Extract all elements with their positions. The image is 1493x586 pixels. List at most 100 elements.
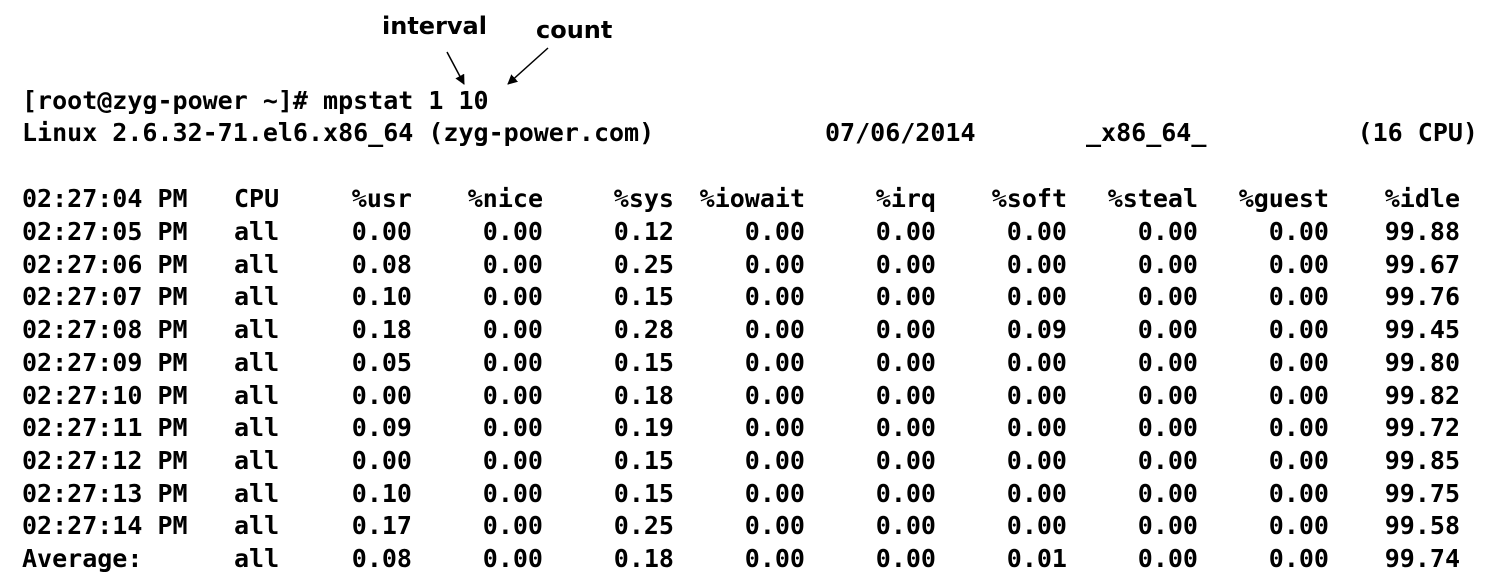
cell-irq: 0.00 [875,315,936,344]
header-usr: %usr [351,184,412,213]
cell-nice: 0.00 [482,446,543,475]
cell-soft: 0.00 [1006,446,1067,475]
cell-cpu: all [234,217,280,246]
cell-cpu: all [234,381,280,410]
date-info: 07/06/2014 [825,118,976,147]
cell-steal: 0.00 [1137,446,1198,475]
cell-steal: 0.00 [1137,413,1198,442]
cell-time: 02:27:10 PM [22,381,188,410]
cell-sys: 0.15 [613,348,674,377]
cell-idle: 99.75 [1384,479,1460,508]
cell-sys: 0.25 [613,511,674,540]
cell-sys: 0.18 [613,544,674,573]
cell-idle: 99.45 [1384,315,1460,344]
cell-usr: 0.10 [351,479,412,508]
cell-idle: 99.74 [1384,544,1460,573]
cell-time: 02:27:05 PM [22,217,188,246]
cell-cpu: all [234,282,280,311]
cell-guest: 0.00 [1268,315,1329,344]
shell-prompt: [root@zyg-power ~]# [22,86,324,115]
cell-iowait: 0.00 [744,217,805,246]
cpu-count-info: (16 CPU) [1357,118,1478,147]
cell-idle: 99.58 [1384,511,1460,540]
cell-cpu: all [234,315,280,344]
command-text: mpstat 1 10 [323,86,489,115]
cell-soft: 0.00 [1006,348,1067,377]
cell-sys: 0.25 [613,250,674,279]
cell-idle: 99.76 [1384,282,1460,311]
cell-soft: 0.01 [1006,544,1067,573]
cell-iowait: 0.00 [744,479,805,508]
cell-sys: 0.15 [613,479,674,508]
cell-nice: 0.00 [482,348,543,377]
header-sys: %sys [613,184,674,213]
cell-soft: 0.09 [1006,315,1067,344]
cell-steal: 0.00 [1137,511,1198,540]
cell-time: Average: [22,544,143,573]
cell-iowait: 0.00 [744,511,805,540]
cell-irq: 0.00 [875,511,936,540]
cell-idle: 99.67 [1384,250,1460,279]
cell-iowait: 0.00 [744,250,805,279]
cell-iowait: 0.00 [744,381,805,410]
header-iowait: %iowait [699,184,805,213]
cell-idle: 99.80 [1384,348,1460,377]
cell-usr: 0.18 [351,315,412,344]
cell-irq: 0.00 [875,413,936,442]
cell-usr: 0.10 [351,282,412,311]
cell-irq: 0.00 [875,381,936,410]
cell-sys: 0.12 [613,217,674,246]
cell-time: 02:27:12 PM [22,446,188,475]
cell-time: 02:27:09 PM [22,348,188,377]
cell-usr: 0.17 [351,511,412,540]
cell-irq: 0.00 [875,446,936,475]
cell-guest: 0.00 [1268,544,1329,573]
cell-iowait: 0.00 [744,446,805,475]
cell-steal: 0.00 [1137,479,1198,508]
cell-guest: 0.00 [1268,217,1329,246]
cell-guest: 0.00 [1268,413,1329,442]
cell-sys: 0.28 [613,315,674,344]
cell-soft: 0.00 [1006,381,1067,410]
cell-guest: 0.00 [1268,479,1329,508]
cell-guest: 0.00 [1268,381,1329,410]
header-steal: %steal [1107,184,1198,213]
cell-nice: 0.00 [482,479,543,508]
interval-annotation: interval [382,12,487,40]
cell-nice: 0.00 [482,315,543,344]
cell-iowait: 0.00 [744,544,805,573]
cell-steal: 0.00 [1137,544,1198,573]
cell-steal: 0.00 [1137,315,1198,344]
cell-soft: 0.00 [1006,282,1067,311]
cell-steal: 0.00 [1137,348,1198,377]
cell-nice: 0.00 [482,381,543,410]
interval-arrow-icon [446,51,465,85]
cell-usr: 0.08 [351,250,412,279]
cell-nice: 0.00 [482,413,543,442]
cell-nice: 0.00 [482,544,543,573]
cell-irq: 0.00 [875,217,936,246]
command-line: [root@zyg-power ~]# mpstat 1 10 [22,86,489,116]
cell-iowait: 0.00 [744,413,805,442]
count-annotation: count [536,16,613,44]
cell-cpu: all [234,413,280,442]
cell-soft: 0.00 [1006,250,1067,279]
cell-iowait: 0.00 [744,315,805,344]
cell-steal: 0.00 [1137,381,1198,410]
cell-cpu: all [234,544,280,573]
cell-guest: 0.00 [1268,511,1329,540]
cell-irq: 0.00 [875,544,936,573]
arch-info: _x86_64_ [1086,118,1207,147]
cell-time: 02:27:13 PM [22,479,188,508]
cell-steal: 0.00 [1137,282,1198,311]
count-arrow-icon [507,47,549,85]
cell-steal: 0.00 [1137,217,1198,246]
header-time: 02:27:04 PM [22,184,188,213]
cell-soft: 0.00 [1006,479,1067,508]
header-idle: %idle [1384,184,1460,213]
cell-iowait: 0.00 [744,348,805,377]
cell-sys: 0.18 [613,381,674,410]
cell-soft: 0.00 [1006,511,1067,540]
cell-cpu: all [234,511,280,540]
cell-guest: 0.00 [1268,446,1329,475]
